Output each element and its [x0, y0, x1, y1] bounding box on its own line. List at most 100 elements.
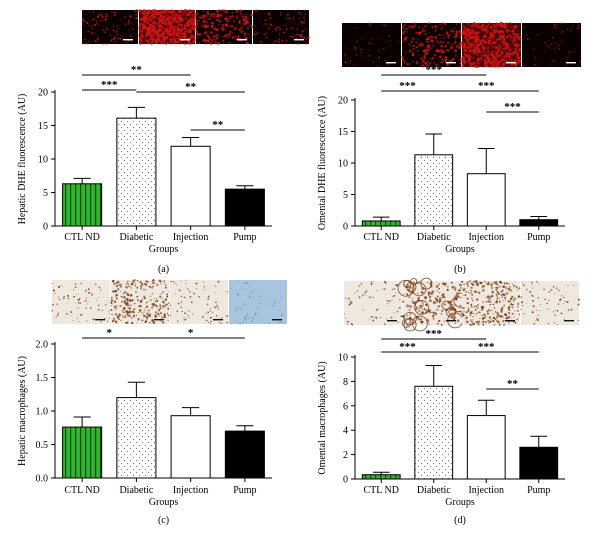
y-tick-label: 2	[343, 450, 348, 461]
x-tick-label: Diabetic	[417, 485, 451, 496]
x-tick-label: Diabetic	[119, 232, 153, 243]
significance-label: ***	[399, 341, 416, 353]
panel-b: 0 5 10 15 20 Omental DHE fluorescence (AU) CTL…	[317, 21, 582, 275]
significance-markers: ***** ****	[82, 64, 245, 131]
micrograph-strip	[343, 277, 580, 332]
scale-bar	[446, 62, 456, 64]
x-tick-label: Injection	[173, 232, 209, 243]
scale-bar	[123, 39, 133, 41]
scale-bar	[505, 320, 515, 322]
x-axis-label: Groups	[149, 497, 179, 508]
scale-bar	[154, 319, 164, 321]
x-tick-label: Injection	[173, 485, 209, 496]
scale-bar	[272, 319, 282, 321]
micrograph-ihc-sparse	[343, 280, 403, 326]
bar-ctl-nd	[62, 426, 103, 479]
x-tick-label: Pump	[527, 232, 550, 243]
y-tick-label: 5	[343, 190, 348, 201]
y-tick-label: 0	[343, 222, 348, 233]
micrograph-ihc-blue	[229, 280, 287, 325]
panel-c: 0.0 0.5 1.0 1.5 2.0 Hepatic macrophages (AU) C…	[17, 279, 287, 526]
scale-bar	[506, 62, 516, 64]
significance-label: ***	[399, 80, 416, 92]
bar-diabetic	[414, 154, 454, 227]
panel-d: 0 2 4 6 8 10 Omental macrophages (AU) CTL ND Dia…	[317, 277, 580, 526]
micrograph-ihc-sparse	[169, 279, 229, 325]
y-tick-label: 20	[338, 96, 348, 107]
x-tick-label: Pump	[233, 232, 256, 243]
micrograph-dhe-medium	[401, 22, 462, 68]
y-tick-label: 0	[43, 222, 48, 233]
scale-bar	[294, 39, 304, 41]
panel-label: (a)	[158, 264, 169, 275]
panel-a: 0 5 10 15 20 Hepatic DHE fluorescence (AU) CTL…	[17, 8, 310, 275]
micrograph-strip	[81, 8, 310, 46]
scale-bar	[95, 319, 105, 321]
y-tick-label: 1.5	[36, 373, 49, 384]
bar-ctl-nd	[361, 474, 401, 480]
significance-label: **	[131, 64, 143, 76]
scale-bar	[386, 62, 396, 64]
x-tick-label: CTL ND	[364, 485, 399, 496]
x-axis-label: Groups	[445, 497, 475, 508]
x-tick-label: CTL ND	[64, 232, 99, 243]
significance-label: **	[507, 378, 519, 390]
y-tick-label: 5	[43, 188, 48, 199]
x-tick-label: Pump	[527, 485, 550, 496]
y-axis-label: Hepatic DHE fluorescence (AU)	[17, 94, 28, 225]
micrograph-dhe-medium	[194, 9, 254, 46]
bar-ctl-nd	[62, 183, 103, 227]
bar-injection	[466, 415, 506, 480]
bar-pump	[519, 219, 559, 227]
y-tick-label: 10	[338, 159, 348, 170]
micrograph-dhe-faint	[342, 22, 402, 67]
y-tick-label: 15	[338, 127, 348, 138]
y-axis-label: Omental DHE fluorescence (AU)	[317, 96, 328, 230]
significance-label: ***	[478, 80, 495, 92]
bar-pump	[519, 446, 559, 480]
bars: CTL ND Diabetic Injection Pump	[361, 133, 559, 243]
bars: CTL ND Diabetic Injection Pump	[62, 106, 265, 243]
scale-bar	[566, 62, 576, 64]
panel-label: (b)	[454, 264, 466, 275]
x-tick-label: CTL ND	[64, 485, 99, 496]
significance-label: ***	[504, 101, 521, 113]
y-tick-label: 0.5	[36, 440, 49, 451]
micrograph-strip	[342, 21, 582, 68]
scale-bar	[237, 39, 247, 41]
significance-markers: * *	[82, 327, 245, 339]
x-tick-label: Diabetic	[119, 485, 153, 496]
significance-label: ***	[101, 79, 118, 91]
significance-markers: *** *** *** ***	[381, 64, 539, 113]
scale-bar	[387, 320, 397, 322]
bars: CTL ND Diabetic Injection Pump	[62, 381, 265, 496]
significance-label: *	[107, 327, 113, 339]
significance-label: ***	[426, 64, 443, 76]
x-tick-label: CTL ND	[364, 232, 399, 243]
bars: CTL ND Diabetic Injection Pump	[361, 365, 559, 496]
y-axis-label: Omental macrophages (AU)	[317, 361, 328, 474]
significance-label: **	[185, 81, 197, 93]
scale-bar	[180, 39, 190, 41]
significance-label: *	[188, 327, 194, 339]
scale-bar	[213, 319, 223, 321]
bar-injection	[466, 173, 506, 227]
bar-diabetic	[116, 117, 157, 227]
x-axis-label: Groups	[445, 244, 475, 255]
significance-label: ***	[426, 328, 443, 340]
bar-diabetic	[414, 385, 454, 480]
y-tick-label: 20	[38, 88, 48, 99]
micrograph-dhe-weak	[253, 9, 310, 45]
y-tick-label: 15	[38, 121, 48, 132]
y-axis-label: Hepatic macrophages (AU)	[17, 356, 28, 466]
micrograph-dhe-faint	[522, 22, 582, 67]
micrograph-ihc-network	[397, 277, 469, 332]
x-tick-label: Injection	[468, 232, 504, 243]
y-tick-label: 4	[343, 426, 348, 437]
y-tick-label: 10	[38, 155, 48, 166]
y-tick-label: 10	[338, 353, 348, 364]
micrograph-dhe-strong	[461, 21, 522, 68]
micrograph-strip	[51, 279, 287, 325]
scale-bar	[564, 320, 574, 322]
